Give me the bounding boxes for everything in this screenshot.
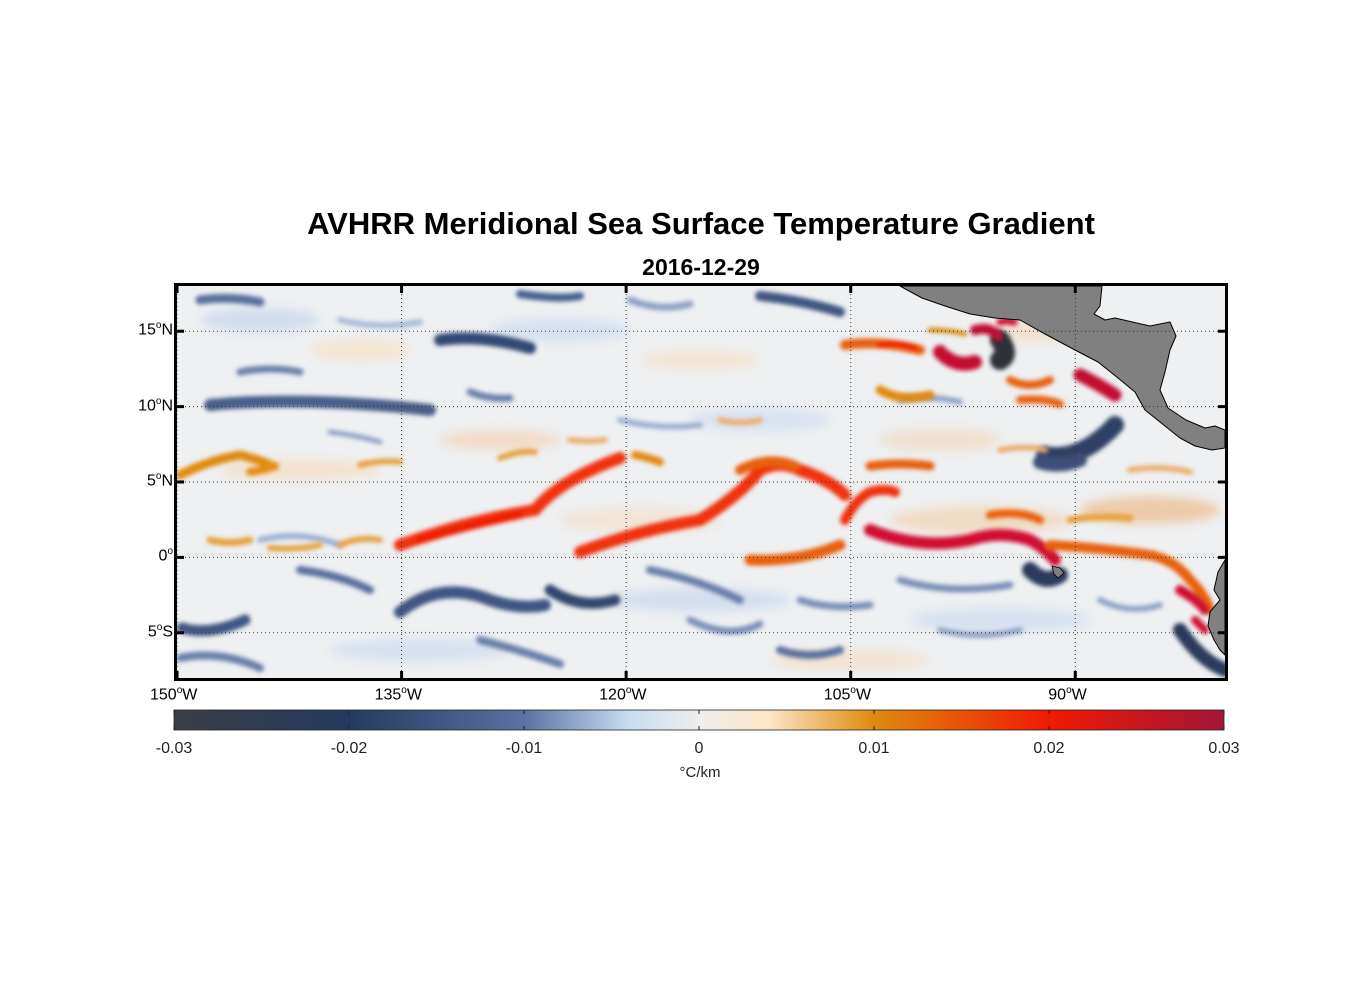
colorbar-ticks (173, 710, 1225, 730)
colorbar-label: 0.02 (1033, 740, 1065, 757)
colorbar-label: 0 (694, 740, 704, 757)
colorbar (173, 709, 1225, 731)
map-title: AVHRR Meridional Sea Surface Temperature… (307, 206, 1095, 241)
lon-label-90W: 90oW (1048, 685, 1087, 704)
land-central-america (899, 286, 1225, 451)
lon-label-120W: 120oW (599, 685, 647, 704)
lon-label-150W: 150oW (150, 685, 198, 704)
lon-label-135W: 135oW (374, 685, 422, 704)
lat-label-5N: 5oN (146, 471, 173, 490)
land-galapagos (1051, 565, 1065, 579)
colorbar-label: 0.03 (1208, 740, 1240, 757)
colorbar-label: -0.03 (155, 740, 193, 757)
gradient-field (177, 286, 1225, 678)
lat-label-5S: 5oS (147, 621, 173, 641)
map-axes (174, 283, 1228, 681)
lat-label-10N: 10oN (138, 395, 173, 414)
map-date: 2016-12-29 (642, 254, 760, 280)
land-south-america (1207, 559, 1225, 656)
lat-label-15N: 15oN (138, 320, 173, 339)
lon-label-105W: 105oW (823, 685, 872, 704)
colorbar-label: 0.01 (858, 740, 890, 757)
colorbar-unit: °C/km (679, 764, 721, 781)
colorbar-label: -0.01 (505, 740, 543, 757)
land-mask (899, 286, 1225, 656)
colorbar-label: -0.02 (330, 740, 368, 757)
lat-label-0: 0o (158, 546, 173, 565)
graticule (177, 286, 1225, 678)
